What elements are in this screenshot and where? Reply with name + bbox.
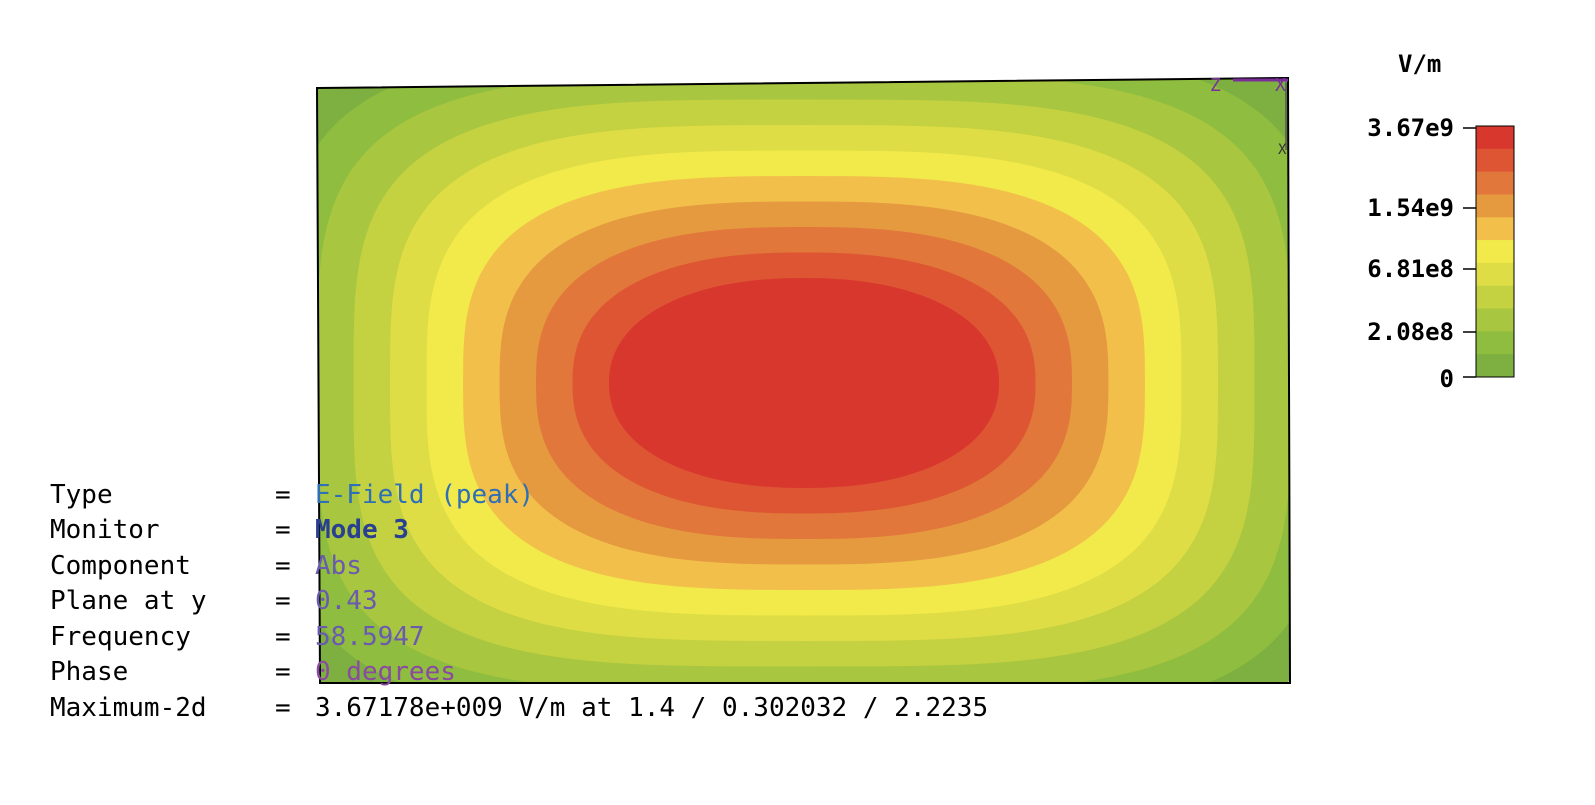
info-row-phase: Phase = 0 degrees <box>50 655 988 691</box>
colorbar-band <box>1476 217 1514 241</box>
info-key: Maximum-2d <box>50 692 207 723</box>
info-equals: = <box>275 692 291 723</box>
info-row-plane: Plane at y = 0.43 <box>50 584 988 620</box>
colorbar-band <box>1476 331 1514 355</box>
info-value: 0 degrees <box>315 657 456 688</box>
colorbar-band <box>1476 194 1514 218</box>
info-equals: = <box>275 515 291 546</box>
axes-indicator <box>1233 78 1288 150</box>
colorbar-band <box>1476 240 1514 264</box>
colorbar-tick: 0 <box>1439 365 1454 393</box>
info-key: Monitor <box>50 515 160 546</box>
colorbar <box>1463 125 1515 378</box>
info-key: Type <box>50 479 113 510</box>
info-equals: = <box>275 657 291 688</box>
info-key: Phase <box>50 657 129 688</box>
colorbar-band <box>1476 126 1514 150</box>
info-value: 58.5947 <box>315 621 425 652</box>
colorbar-frame <box>1475 125 1515 378</box>
colorbar-band <box>1476 171 1514 195</box>
info-value: Mode 3 <box>315 515 409 546</box>
info-row-component: Component = Abs <box>50 548 988 584</box>
info-equals: = <box>275 550 291 581</box>
info-value: E-Field (peak) <box>315 479 535 510</box>
colorbar-tick: 3.67e9 <box>1367 114 1454 142</box>
monitor-info: Type = E-Field (peak) Monitor = Mode 3 C… <box>50 477 988 726</box>
colorbar-band <box>1476 285 1514 309</box>
info-key: Component <box>50 550 191 581</box>
info-row-type: Type = E-Field (peak) <box>50 477 988 513</box>
axis-label-x-top: X <box>1275 75 1286 96</box>
info-equals: = <box>275 621 291 652</box>
info-value: Abs <box>315 550 362 581</box>
info-equals: = <box>275 479 291 510</box>
axis-label-x: X <box>1278 142 1287 158</box>
colorbar-tick: 6.81e8 <box>1367 255 1454 283</box>
contour-band <box>609 278 999 488</box>
colorbar-band <box>1476 308 1514 332</box>
colorbar-tick: 1.54e9 <box>1367 194 1454 222</box>
colorbar-unit: V/m <box>1398 50 1442 78</box>
info-row-monitor: Monitor = Mode 3 <box>50 513 988 549</box>
plot-border <box>315 76 1292 684</box>
colorbar-band <box>1476 262 1514 287</box>
colorbar-tick: 2.08e8 <box>1367 318 1454 346</box>
info-equals: = <box>275 586 291 617</box>
info-row-frequency: Frequency = 58.5947 <box>50 619 988 655</box>
info-value: 3.67178e+009 V/m at 1.4 / 0.302032 / 2.2… <box>315 692 989 723</box>
colorbar-band <box>1476 354 1514 378</box>
colorbar-band <box>1476 148 1514 173</box>
info-key: Frequency <box>50 621 191 652</box>
axis-label-z: Z <box>1210 75 1221 96</box>
info-key: Plane at y <box>50 586 207 617</box>
info-row-maximum: Maximum-2d = 3.67178e+009 V/m at 1.4 / 0… <box>50 690 988 726</box>
info-value: 0.43 <box>315 586 378 617</box>
contour-bands <box>317 78 1290 683</box>
